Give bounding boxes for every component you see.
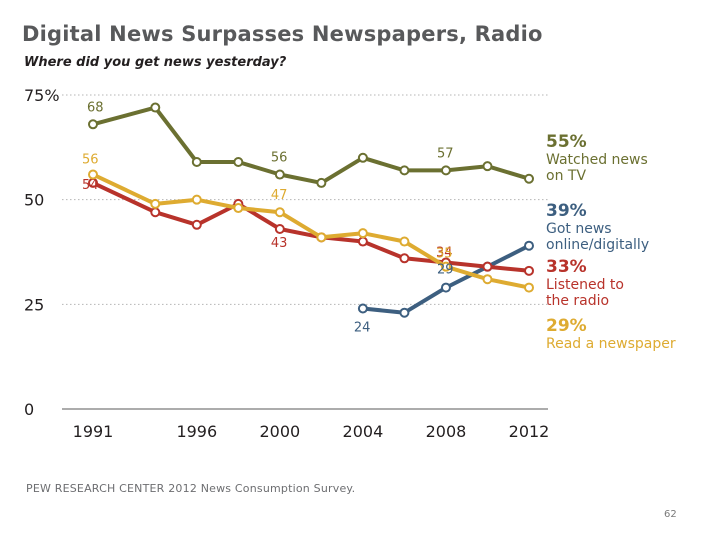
series-end-value: 33%	[546, 257, 587, 277]
data-point	[316, 177, 327, 188]
y-tick-label: 75%	[24, 86, 60, 105]
point-label: 35	[436, 247, 453, 262]
data-point	[524, 282, 534, 293]
point-label: 24	[354, 321, 371, 336]
data-point	[399, 165, 410, 176]
point-label: 34	[436, 245, 453, 260]
point-label: 54	[82, 178, 99, 193]
data-point	[357, 236, 368, 247]
data-point	[233, 203, 244, 214]
data-point	[524, 173, 534, 184]
series-line	[91, 105, 531, 185]
data-point	[482, 274, 493, 285]
data-point	[191, 156, 202, 167]
point-label: 56	[82, 153, 99, 168]
data-point	[274, 223, 285, 234]
page-number: 62	[664, 509, 677, 520]
data-point	[357, 152, 368, 163]
x-tick-label: 1991	[73, 422, 114, 441]
chart-subtitle: Where did you get news yesterday?	[24, 55, 287, 70]
point-label: 43	[271, 236, 288, 251]
series-line	[91, 180, 531, 273]
data-point	[524, 265, 534, 276]
y-tick-label: 25	[24, 295, 44, 314]
y-tick-label: 0	[24, 400, 34, 419]
point-label: 57	[437, 146, 454, 161]
data-point	[191, 194, 202, 205]
data-point	[399, 253, 410, 264]
point-label: 29	[437, 263, 454, 278]
data-point	[357, 228, 368, 239]
series-end-label: online/digitally	[546, 237, 649, 253]
series-end-label: the radio	[546, 293, 609, 309]
data-point	[399, 236, 410, 247]
x-tick-label: 2004	[343, 422, 384, 441]
x-tick-label: 2000	[259, 422, 300, 441]
data-point	[357, 303, 368, 314]
series-end-label: Watched news	[546, 152, 648, 168]
data-point	[316, 232, 327, 243]
series-line	[91, 172, 531, 290]
data-point	[524, 240, 534, 251]
series-end-value: 39%	[546, 201, 587, 221]
series-end-label: Listened to	[546, 277, 624, 293]
data-point	[233, 156, 244, 167]
data-point	[440, 165, 451, 176]
data-point	[150, 102, 161, 113]
point-label: 56	[271, 151, 288, 166]
series-end-value: 55%	[546, 132, 587, 152]
point-label: 68	[87, 100, 104, 115]
x-tick-label: 2012	[509, 422, 550, 441]
series-end-value: 29%	[546, 316, 587, 336]
data-point	[482, 161, 493, 172]
series-end-label: Read a newspaper	[546, 336, 676, 352]
data-point	[440, 282, 451, 293]
y-tick-label: 50	[24, 191, 44, 210]
data-point	[88, 169, 98, 180]
chart-title: Digital News Surpasses Newspapers, Radio	[22, 22, 543, 46]
data-point	[440, 261, 451, 272]
data-point	[150, 207, 161, 218]
series-end-label: Got news	[546, 221, 612, 237]
data-point	[150, 198, 161, 209]
data-point	[88, 119, 98, 130]
source-note: PEW RESEARCH CENTER 2012 News Consumptio…	[26, 482, 356, 495]
data-point	[274, 207, 285, 218]
x-tick-label: 1996	[176, 422, 217, 441]
series-end-label: on TV	[546, 168, 586, 184]
data-point	[191, 219, 202, 230]
data-point	[399, 307, 410, 318]
data-point	[482, 261, 493, 272]
data-point	[274, 169, 285, 180]
point-label: 47	[271, 188, 288, 203]
x-tick-label: 2008	[426, 422, 467, 441]
